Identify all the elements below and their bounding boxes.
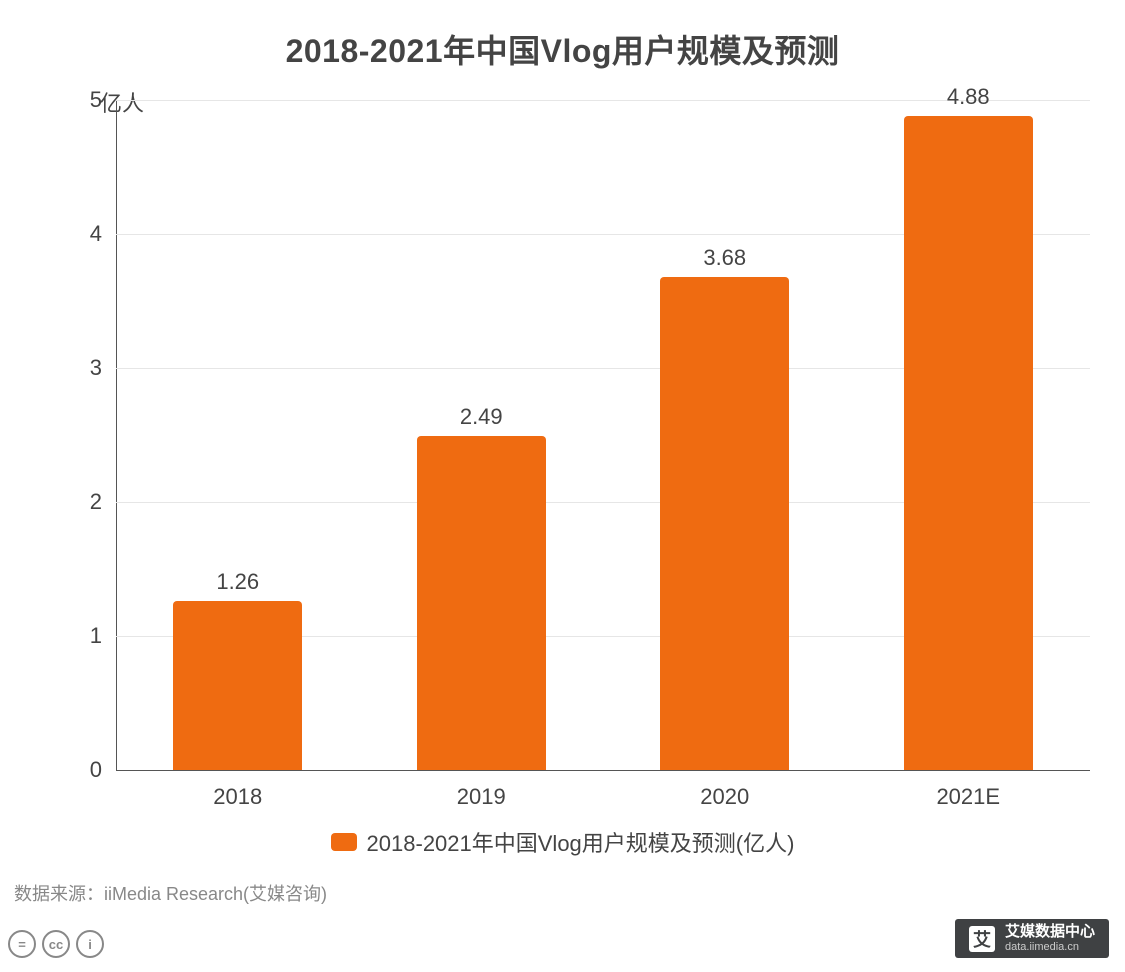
license-equal-icon: = (8, 930, 36, 958)
brand-logo-icon: 艾 (969, 926, 995, 952)
y-tick-label: 0 (86, 757, 116, 783)
legend-item: 2018-2021年中国Vlog用户规模及预测(亿人) (331, 826, 795, 858)
legend: 2018-2021年中国Vlog用户规模及预测(亿人) (0, 826, 1125, 858)
bar-value-label: 3.68 (675, 245, 775, 271)
y-tick-label: 1 (86, 623, 116, 649)
x-tick-label: 2019 (457, 770, 506, 810)
bar-value-label: 2.49 (431, 404, 531, 430)
source-value: iiMedia Research(艾媒咨询) (104, 884, 327, 904)
x-tick-label: 2020 (700, 770, 749, 810)
plot-area: 0123451.2620182.4920193.6820204.882021E (116, 100, 1090, 770)
license-by-icon: i (76, 930, 104, 958)
bar (173, 601, 302, 770)
license-icons: = cc i (8, 930, 104, 958)
y-tick-label: 4 (86, 221, 116, 247)
bar-value-label: 1.26 (188, 569, 288, 595)
source-label: 数据来源： (14, 884, 104, 904)
chart-title: 2018-2021年中国Vlog用户规模及预测 (0, 0, 1125, 72)
x-tick-label: 2018 (213, 770, 262, 810)
brand-badge: 艾 艾媒数据中心 data.iimedia.cn (955, 919, 1109, 958)
legend-label: 2018-2021年中国Vlog用户规模及预测(亿人) (367, 826, 795, 858)
x-tick-label: 2021E (936, 770, 1000, 810)
legend-swatch (331, 833, 357, 851)
source-line: 数据来源：iiMedia Research(艾媒咨询) (14, 880, 327, 906)
license-cc-icon: cc (42, 930, 70, 958)
y-tick-label: 5 (86, 87, 116, 113)
y-axis-line (116, 100, 117, 770)
brand-url: data.iimedia.cn (1005, 941, 1095, 953)
bar (904, 116, 1033, 770)
brand-name: 艾媒数据中心 (1005, 924, 1095, 941)
y-tick-label: 2 (86, 489, 116, 515)
bar (660, 277, 789, 770)
brand-text: 艾媒数据中心 data.iimedia.cn (1005, 924, 1095, 953)
bar-value-label: 4.88 (918, 84, 1018, 110)
y-tick-label: 3 (86, 355, 116, 381)
chart-area: 亿人 0123451.2620182.4920193.6820204.88202… (60, 90, 1090, 810)
bar (417, 436, 546, 770)
chart-container: 2018-2021年中国Vlog用户规模及预测 亿人 0123451.26201… (0, 0, 1125, 972)
